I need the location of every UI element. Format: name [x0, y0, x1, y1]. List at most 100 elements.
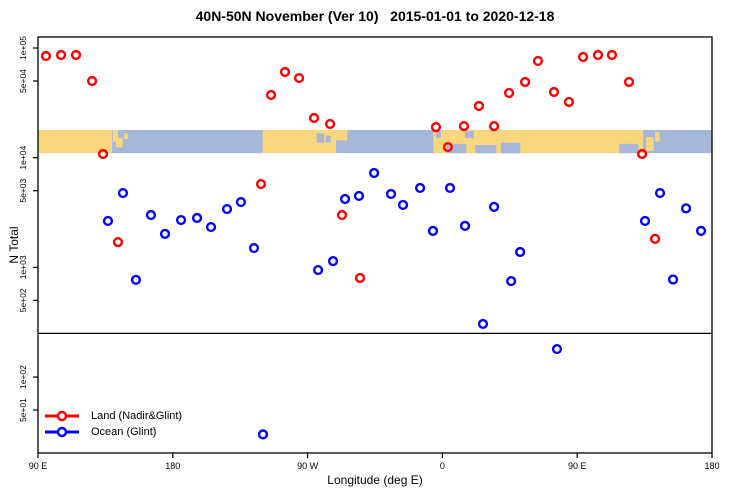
data-point-land — [532, 55, 544, 67]
data-point-ocean — [248, 242, 260, 254]
map-band-patch-ocean — [446, 143, 467, 154]
data-point-land — [606, 49, 618, 61]
data-point-land — [430, 122, 442, 133]
data-point-ocean — [102, 215, 114, 227]
y-tick-label: 5e+01 — [18, 398, 28, 422]
data-point-land — [592, 49, 604, 61]
data-point-ocean — [506, 275, 517, 287]
data-point-land — [336, 209, 348, 221]
data-point-land — [112, 236, 124, 248]
data-point-land — [519, 76, 531, 88]
data-point-land — [649, 233, 661, 244]
map-band-patch-ocean — [475, 145, 497, 154]
data-point-ocean — [515, 246, 526, 258]
x-tick-label: 0 — [440, 461, 445, 471]
data-point-ocean — [639, 215, 651, 227]
data-point-ocean — [459, 220, 471, 231]
data-point-ocean — [130, 274, 142, 285]
data-point-ocean — [191, 212, 203, 224]
data-point-land — [577, 51, 589, 63]
map-band-land — [262, 129, 337, 154]
data-point-ocean — [414, 182, 426, 194]
data-point-ocean — [339, 193, 351, 205]
y-tick-label: 1e+03 — [18, 255, 28, 279]
data-point-ocean — [235, 196, 247, 208]
data-point-land — [70, 49, 82, 61]
legend-ocean-label: Ocean (Glint) — [91, 426, 157, 438]
data-point-land — [279, 66, 291, 78]
data-point-ocean — [695, 225, 707, 237]
legend-ocean-symbol-icon — [45, 426, 79, 438]
x-tick-label: 90 E — [568, 461, 587, 471]
map-band-patch-land — [646, 136, 654, 151]
data-point-ocean — [369, 167, 380, 179]
data-point-land — [86, 75, 98, 87]
data-point-land — [458, 121, 470, 132]
data-point-ocean — [385, 188, 397, 200]
data-point-ocean — [312, 264, 324, 276]
data-point-ocean — [117, 187, 129, 199]
legend-item-ocean: Ocean (Glint) — [44, 424, 182, 440]
legend-land-label: Land (Nadir&Glint) — [91, 410, 183, 422]
data-point-land — [488, 121, 500, 132]
map-band-patch-land — [336, 129, 348, 141]
data-point-ocean — [327, 256, 339, 267]
x-axis-label: Longitude (deg E) — [327, 473, 423, 487]
data-point-ocean — [159, 228, 171, 239]
legend: Land (Nadir&Glint) Ocean (Glint) — [44, 408, 182, 440]
y-tick-label: 5e+02 — [18, 288, 28, 312]
data-point-land — [503, 87, 515, 99]
data-point-land — [55, 49, 67, 61]
chart-title: 40N-50N November (Ver 10) 2015-01-01 to … — [195, 8, 555, 24]
data-point-ocean — [427, 225, 439, 237]
map-band-patch-ocean — [464, 131, 474, 139]
data-point-land — [548, 86, 560, 98]
data-point-ocean — [221, 203, 233, 215]
data-point-land — [354, 272, 366, 284]
data-point-ocean — [175, 214, 187, 226]
data-point-land — [255, 178, 267, 190]
x-tick-label: 90 E — [29, 461, 48, 471]
data-point-ocean — [680, 203, 692, 214]
data-point-land — [97, 148, 109, 160]
y-tick-label: 5e+03 — [18, 178, 28, 202]
y-tick-label: 1e+02 — [18, 365, 28, 389]
data-point-land — [442, 141, 454, 153]
data-point-ocean — [397, 199, 409, 211]
data-point-land — [308, 112, 320, 124]
map-band-patch-ocean — [436, 129, 441, 139]
data-point-ocean — [145, 209, 157, 221]
map-band-patch-land — [124, 133, 128, 140]
legend-item-land: Land (Nadir&Glint) — [44, 408, 182, 424]
map-band-patch-land — [655, 132, 660, 142]
data-point-land — [636, 148, 648, 160]
data-point-land — [293, 72, 305, 84]
data-point-ocean — [477, 318, 489, 330]
map-band-patch-ocean — [325, 135, 331, 143]
data-point-ocean — [551, 343, 563, 355]
x-tick-label: 180 — [704, 461, 719, 471]
data-point-ocean — [667, 274, 679, 285]
data-point-ocean — [488, 201, 500, 212]
data-point-ocean — [353, 190, 365, 202]
map-band-patch-ocean — [619, 143, 639, 154]
data-point-ocean — [444, 182, 456, 194]
data-point-ocean — [205, 221, 217, 233]
y-tick-label: 1e+05 — [18, 36, 28, 60]
legend-land-symbol-icon — [45, 410, 79, 422]
y-tick-label: 1e+04 — [18, 145, 28, 169]
data-point-land — [563, 96, 575, 108]
data-point-land — [473, 100, 485, 112]
map-band-patch-ocean — [316, 133, 325, 143]
y-tick-label: 5e+04 — [18, 69, 28, 93]
data-point-ocean — [654, 187, 666, 199]
map-band-patch-land — [112, 129, 119, 142]
data-point-ocean — [257, 429, 269, 440]
data-point-land — [324, 118, 336, 130]
data-point-land — [265, 89, 277, 101]
data-point-land — [623, 76, 635, 88]
map-band-land — [38, 129, 112, 154]
map-band-patch-land — [115, 138, 123, 148]
plot-border — [37, 36, 713, 454]
